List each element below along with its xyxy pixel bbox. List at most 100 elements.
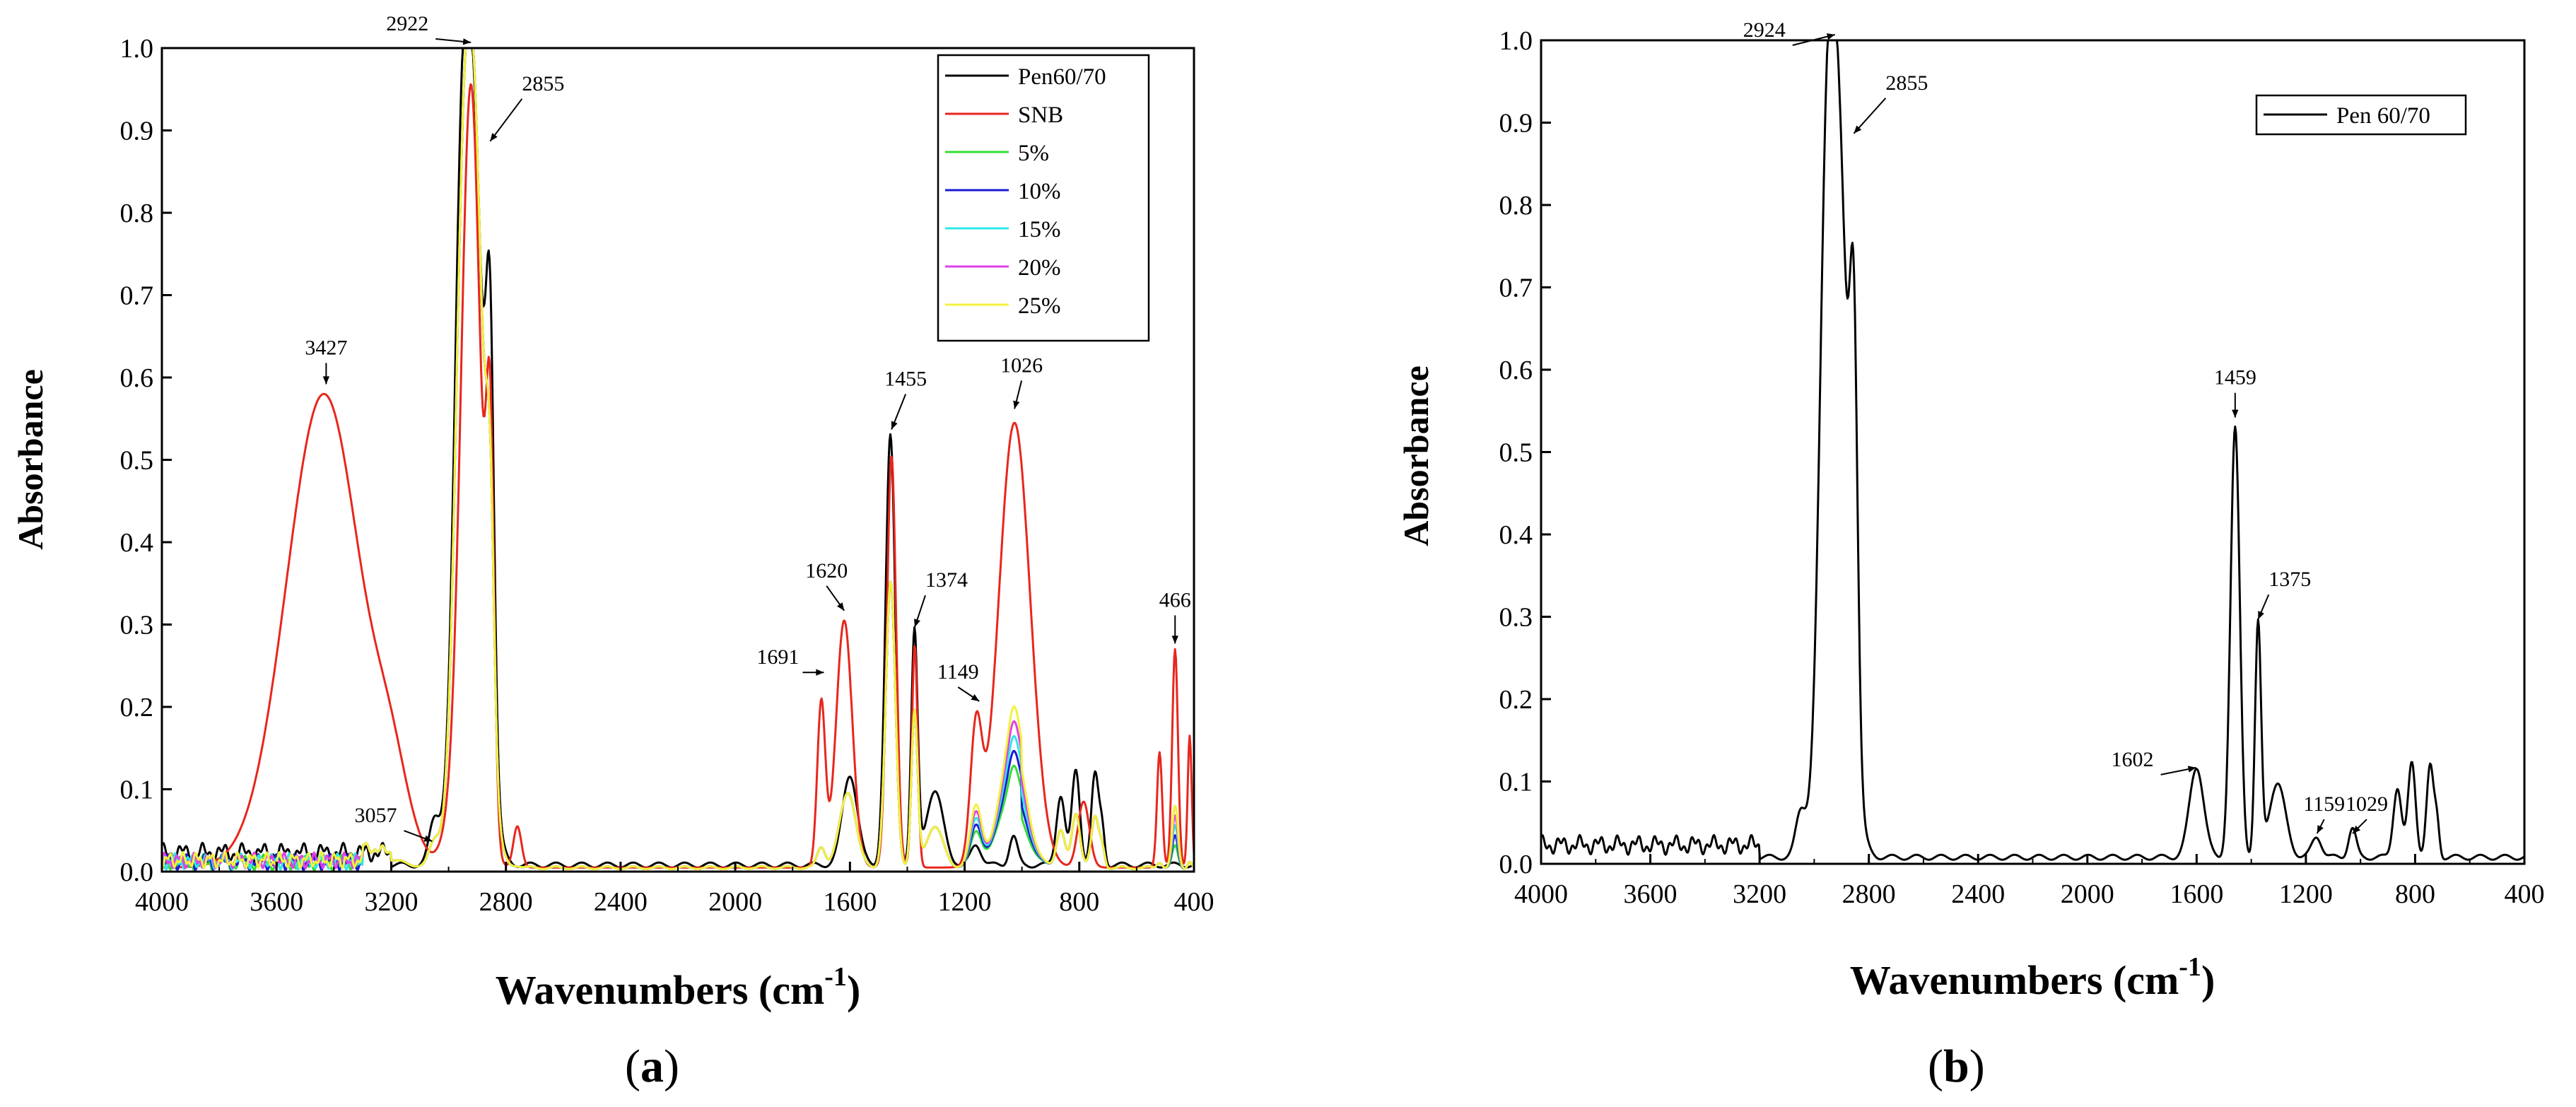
peak-label: 1691 <box>756 645 799 669</box>
y-tick-label: 0.6 <box>120 363 154 393</box>
panel-b-lines <box>1540 39 2525 861</box>
peak-label: 2924 <box>1743 18 1786 42</box>
y-tick-label: 1.0 <box>1499 26 1533 56</box>
x-tick-label: 3200 <box>1733 879 1786 909</box>
y-tick-label: 0.9 <box>1499 109 1533 139</box>
y-tick-label: 0.4 <box>120 528 154 558</box>
legend-label-pen6070: Pen 60/70 <box>2336 103 2430 129</box>
peak-label: 1159 <box>2303 792 2345 816</box>
peak-arrow-head <box>816 669 824 676</box>
panel-b-y-axis-title: Absorbance <box>1396 365 1436 546</box>
panel-b-x-axis-title: Wavenumbers (cm-1) <box>1850 952 2215 1003</box>
x-tick-label: 800 <box>1059 887 1099 917</box>
series-line-pen60-70 <box>160 47 1195 869</box>
panel-a-plot-frame <box>160 47 1195 873</box>
legend-label-15: 15% <box>1018 217 1061 242</box>
x-tick-label: 2000 <box>2061 879 2114 909</box>
chart-panel-a: 4000 3600 3200 2800 2400 2000 1600 1200 800 400 0.… <box>11 12 1214 1092</box>
peak-arrow-line <box>489 98 523 142</box>
y-tick-label: 0.5 <box>120 446 154 476</box>
x-tick-label: 4000 <box>1514 879 1568 909</box>
peak-arrow-line <box>1853 98 1887 134</box>
x-tick-label: 400 <box>2505 879 2545 909</box>
x-tick-label: 800 <box>2395 879 2435 909</box>
peak-label: 1602 <box>2112 748 2154 771</box>
x-tick-label: 2000 <box>708 887 762 917</box>
y-tick-label: 1.0 <box>120 34 154 64</box>
legend-label-20: 20% <box>1018 255 1061 281</box>
peak-label: 1455 <box>884 368 927 391</box>
panel-a-legend: Pen60/70 SNB 5% 10% 15% 20% 25% <box>937 54 1150 342</box>
y-tick-label: 0.0 <box>120 857 154 887</box>
legend-frame <box>937 54 1150 342</box>
peak-arrow-head <box>914 619 920 628</box>
y-tick-label: 0.6 <box>1499 356 1533 385</box>
panel-a-x-axis-title: Wavenumbers (cm-1) <box>496 962 861 1013</box>
x-tick-label: 1600 <box>2170 879 2223 909</box>
peak-label: 3057 <box>354 804 397 827</box>
y-tick-label: 0.3 <box>120 611 154 640</box>
legend-label-10: 10% <box>1018 179 1061 204</box>
peak-arrow-head <box>2352 825 2361 834</box>
peak-label: 1459 <box>2214 366 2256 390</box>
peak-arrow-head <box>836 602 845 611</box>
y-tick-label: 0.2 <box>120 693 154 722</box>
peak-arrow-head <box>462 38 472 45</box>
x-tick-label: 3600 <box>250 887 303 917</box>
peak-arrow-head <box>322 376 330 385</box>
legend-label-snb: SNB <box>1018 102 1063 128</box>
y-tick-label: 0.5 <box>1499 438 1533 468</box>
peak-label: 1026 <box>1000 353 1043 377</box>
y-tick-label: 0.8 <box>1499 191 1533 221</box>
panel-a-label: (a) <box>625 1041 679 1092</box>
peak-label: 2855 <box>522 72 564 95</box>
panel-b-ticks: 4000 3600 3200 2800 2400 2000 1600 1200 800 400 0.… <box>1499 26 2545 909</box>
x-tick-label: 2400 <box>594 887 648 917</box>
y-tick-label: 0.8 <box>120 199 154 228</box>
x-tick-label: 2800 <box>479 887 533 917</box>
legend-label-25: 25% <box>1018 293 1061 319</box>
peak-label: 1374 <box>925 568 968 592</box>
peak-label: 1149 <box>937 660 979 684</box>
peak-arrow-head <box>2317 825 2324 834</box>
peak-label: 2922 <box>386 12 428 35</box>
peak-arrow-head <box>1171 636 1178 644</box>
y-tick-label: 0.0 <box>1499 850 1533 879</box>
legend-frame <box>2255 94 2467 136</box>
y-tick-label: 0.7 <box>1499 274 1533 303</box>
y-tick-label: 0.4 <box>1499 520 1533 550</box>
y-tick-label: 0.1 <box>120 775 154 805</box>
peak-arrow-head <box>1826 33 1835 40</box>
y-tick-label: 0.9 <box>120 117 154 146</box>
peak-arrow-head <box>2187 766 2196 773</box>
peak-arrow-head <box>1854 125 1862 134</box>
peak-label: 1620 <box>805 559 848 582</box>
legend-label-5: 5% <box>1018 141 1049 166</box>
x-tick-label: 2400 <box>1951 879 2005 909</box>
x-tick-label: 3600 <box>1624 879 1678 909</box>
peak-arrow-head <box>2232 409 2239 418</box>
y-tick-label: 0.7 <box>120 281 154 311</box>
peak-label: 1029 <box>2346 792 2388 816</box>
peak-label: 3427 <box>305 336 347 359</box>
panel-a-ticks: 4000 3600 3200 2800 2400 2000 1600 1200 800 400 0.… <box>120 34 1214 917</box>
chart-panel-b: 4000 3600 3200 2800 2400 2000 1600 1200 800 400 0.… <box>1396 18 2545 1092</box>
x-tick-label: 4000 <box>135 887 189 917</box>
panel-a-y-axis-title: Absorbance <box>11 369 50 550</box>
peak-arrow-head <box>891 421 898 430</box>
peak-label: 466 <box>1159 588 1191 611</box>
panel-b-legend: Pen 60/70 <box>2255 94 2467 136</box>
x-tick-label: 1200 <box>2279 879 2333 909</box>
peak-label: 2855 <box>1885 71 1928 95</box>
peak-arrow-head <box>490 133 498 141</box>
x-tick-label: 2800 <box>1842 879 1896 909</box>
y-tick-label: 0.1 <box>1499 768 1533 797</box>
series-line-pen-60-70 <box>1540 39 2525 861</box>
panel-b-label: (b) <box>1928 1041 1985 1092</box>
peak-arrow-head <box>423 835 433 842</box>
panel-b-plot-frame <box>1540 39 2526 865</box>
peak-arrow-head <box>2258 611 2264 620</box>
y-tick-label: 0.2 <box>1499 685 1533 715</box>
x-tick-label: 1600 <box>823 887 877 917</box>
x-tick-label: 400 <box>1174 887 1214 917</box>
